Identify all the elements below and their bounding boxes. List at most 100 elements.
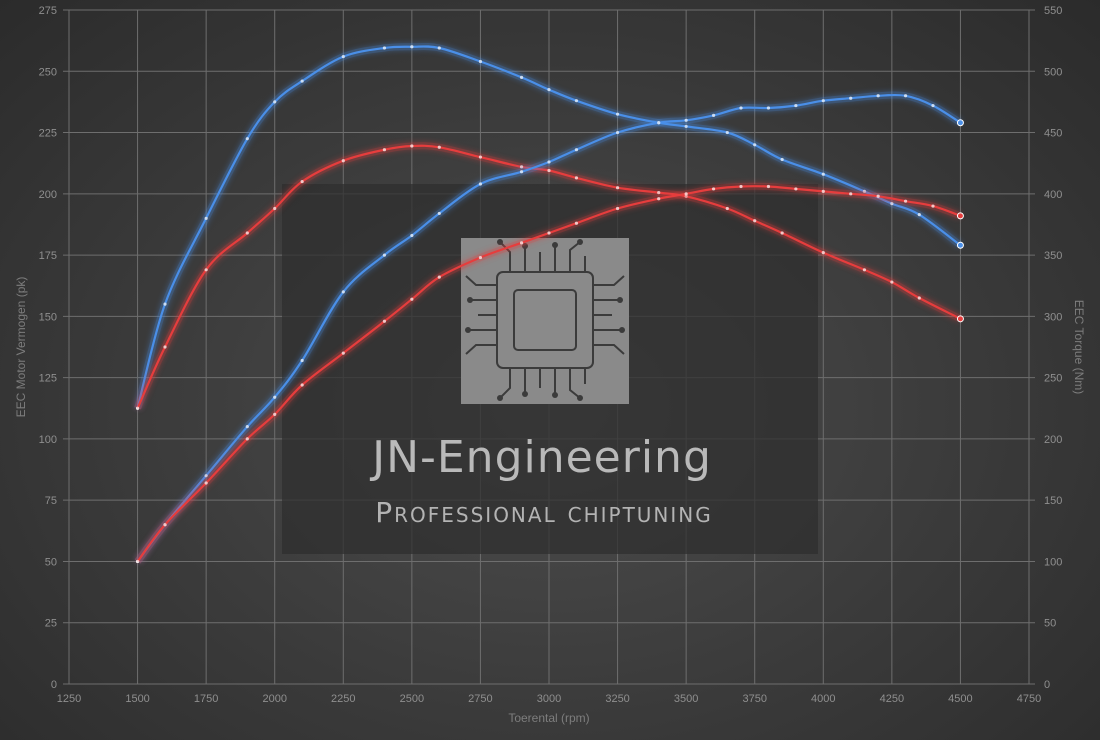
series-point <box>204 474 208 478</box>
y-right-tick-label: 150 <box>1044 495 1062 507</box>
series-point <box>519 241 524 245</box>
series-point <box>794 187 798 191</box>
series-point <box>725 206 729 211</box>
series-point <box>574 148 579 152</box>
series-point <box>341 159 345 163</box>
series-point <box>615 206 620 211</box>
x-tick-label: 2750 <box>468 693 492 705</box>
series-point <box>163 345 167 349</box>
y-axis-right-title: EEC Torque (Nm) <box>1072 300 1086 394</box>
watermark-subtitle: Professional chiptuning <box>375 496 713 529</box>
series-point <box>574 99 579 103</box>
series-point <box>273 100 277 104</box>
series-point <box>245 437 249 441</box>
x-tick-label: 1250 <box>57 693 81 705</box>
series-point <box>766 184 771 189</box>
series-point <box>794 103 798 108</box>
y-left-tick-label: 200 <box>39 189 57 201</box>
series-point <box>273 395 277 399</box>
series-point <box>478 155 483 159</box>
series-point <box>725 130 729 135</box>
series-point <box>711 187 716 191</box>
y-right-tick-label: 50 <box>1044 618 1056 630</box>
y-right-tick-label: 350 <box>1044 250 1062 262</box>
y-left-tick-label: 275 <box>39 5 57 17</box>
series-point <box>245 425 249 429</box>
series-point <box>135 559 140 564</box>
watermark-title: JN-Engineering <box>369 432 712 483</box>
x-tick-label: 1500 <box>125 693 149 705</box>
series-point <box>245 231 249 235</box>
x-tick-label: 4750 <box>1017 693 1041 705</box>
series-point <box>931 204 935 208</box>
x-tick-label: 3750 <box>742 693 766 705</box>
series-point <box>204 216 208 220</box>
series-point <box>780 157 784 162</box>
y-right-tick-label: 0 <box>1044 679 1050 691</box>
series-point <box>410 144 414 148</box>
series-point <box>574 176 579 180</box>
series-point <box>574 221 579 225</box>
series-point <box>615 186 620 190</box>
y-right-tick-label: 550 <box>1044 5 1062 17</box>
series-point <box>382 253 387 257</box>
series-point <box>300 79 304 83</box>
series-point <box>821 172 825 176</box>
series-point <box>204 268 208 272</box>
y-right-tick-label: 450 <box>1044 128 1062 140</box>
series-group <box>134 42 964 564</box>
y-left-tick-label: 25 <box>45 618 57 630</box>
grid <box>63 9 1035 685</box>
series-point <box>341 351 345 355</box>
y-left-tick-label: 125 <box>39 373 57 385</box>
series-end-marker <box>956 315 964 323</box>
series-point <box>615 130 620 135</box>
series-point <box>382 148 387 152</box>
series-point <box>437 145 441 149</box>
y-left-tick-label: 225 <box>39 128 57 140</box>
x-tick-label: 4000 <box>811 693 835 705</box>
series-point <box>341 290 345 294</box>
chip-logo-icon <box>461 238 629 404</box>
series-point <box>657 197 661 201</box>
series-point <box>478 182 483 186</box>
series-point <box>657 190 661 195</box>
series-point <box>547 88 551 92</box>
x-tick-label: 3500 <box>674 693 698 705</box>
x-tick-label: 4500 <box>948 693 972 705</box>
series-point <box>163 523 167 527</box>
x-tick-label: 4250 <box>880 693 904 705</box>
series-end-marker <box>956 241 964 249</box>
x-tick-label: 3000 <box>537 693 561 705</box>
series-point <box>300 179 304 184</box>
series-point <box>849 96 853 100</box>
axes: 1250 1500 1750 2000 2250 2500 2750 3000 3250 3500… <box>39 5 1063 705</box>
series-point <box>821 251 825 255</box>
series-point <box>890 280 894 284</box>
y-right-tick-label: 300 <box>1044 311 1062 323</box>
series-point <box>547 231 551 235</box>
series-point <box>862 268 867 272</box>
x-tick-label: 2500 <box>400 693 424 705</box>
y-left-tick-label: 250 <box>39 66 57 78</box>
series-point <box>300 383 304 387</box>
x-tick-label: 2000 <box>262 693 286 705</box>
series-point <box>739 184 743 189</box>
series-point <box>821 189 825 193</box>
series-point <box>903 199 908 203</box>
series-end-marker <box>956 212 964 220</box>
series-point <box>849 192 853 196</box>
series-point <box>684 124 688 129</box>
series-point <box>273 412 277 416</box>
series-point <box>519 75 524 79</box>
y-left-tick-label: 150 <box>39 311 57 323</box>
series-point <box>931 103 935 108</box>
y-right-tick-label: 200 <box>1044 434 1062 446</box>
series-point <box>519 170 524 174</box>
series-point <box>903 94 908 98</box>
series-point <box>478 59 483 64</box>
y-right-tick-label: 100 <box>1044 556 1062 568</box>
y-left-tick-label: 75 <box>45 495 57 507</box>
series-point <box>547 168 551 173</box>
